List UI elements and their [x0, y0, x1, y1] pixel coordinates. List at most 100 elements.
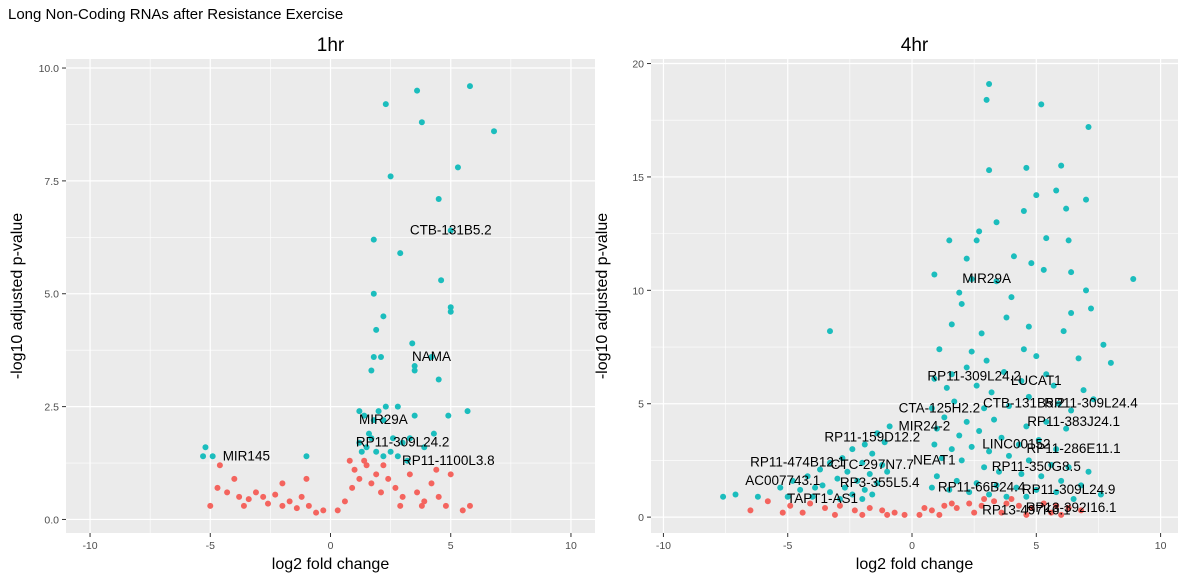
significant-point — [998, 434, 1005, 441]
significant-point — [1005, 402, 1012, 409]
point-label: RP11-66B24.4 — [938, 480, 1026, 495]
significant-point — [812, 484, 819, 491]
significant-point — [1038, 101, 1045, 108]
point-label: CTB-131B5.2 — [983, 396, 1065, 411]
nonsignificant-point — [363, 462, 370, 469]
significant-point — [1003, 314, 1010, 321]
significant-point — [399, 439, 406, 446]
nonsignificant-point — [928, 507, 935, 514]
significant-point — [804, 473, 811, 480]
significant-point — [303, 453, 310, 460]
significant-point — [996, 468, 1003, 475]
significant-point — [1023, 164, 1030, 171]
nonsignificant-point — [377, 489, 384, 496]
significant-point — [1130, 275, 1137, 282]
significant-point — [1070, 495, 1077, 502]
nonsignificant-point — [891, 509, 898, 516]
significant-point — [411, 362, 418, 369]
x-tick-label: 0 — [328, 540, 334, 552]
nonsignificant-point — [433, 466, 440, 473]
nonsignificant-point — [320, 507, 327, 514]
significant-point — [1043, 235, 1050, 242]
nonsignificant-point — [421, 498, 428, 505]
nonsignificant-point — [361, 457, 368, 464]
point-label: NEAT1 — [913, 452, 956, 467]
y-axis-label: -log10 adjusted p-value — [9, 213, 26, 379]
significant-point — [817, 466, 824, 473]
significant-point — [1013, 484, 1020, 491]
significant-point — [464, 408, 471, 415]
significant-point — [382, 403, 389, 410]
significant-point — [1020, 207, 1027, 214]
significant-point — [933, 473, 940, 480]
significant-point — [1100, 341, 1107, 348]
significant-point — [1005, 452, 1012, 459]
significant-point — [931, 375, 938, 382]
significant-point — [1085, 124, 1092, 131]
significant-point — [445, 412, 452, 419]
significant-point — [1003, 493, 1010, 500]
significant-point — [380, 313, 387, 320]
nonsignificant-point — [260, 493, 267, 500]
nonsignificant-point — [418, 502, 425, 509]
nonsignificant-point — [245, 496, 252, 503]
point-label: AC007743.1 — [745, 473, 820, 488]
significant-point — [836, 495, 843, 502]
significant-point — [368, 435, 375, 442]
significant-point — [1085, 468, 1092, 475]
significant-point — [387, 448, 394, 455]
significant-point — [370, 417, 377, 424]
significant-point — [928, 484, 935, 491]
significant-point — [1068, 407, 1075, 414]
significant-point — [397, 250, 404, 257]
significant-point — [1023, 423, 1030, 430]
significant-point — [1060, 328, 1067, 335]
significant-point — [1078, 482, 1085, 489]
significant-point — [373, 448, 380, 455]
significant-point — [394, 453, 401, 460]
significant-point — [356, 408, 363, 415]
figure-title: Long Non-Coding RNAs after Resistance Ex… — [8, 6, 344, 23]
significant-point — [826, 489, 833, 496]
nonsignificant-point — [1015, 502, 1022, 509]
x-axis-label: log2 fold change — [856, 556, 974, 573]
nonsignificant-point — [779, 509, 786, 516]
nonsignificant-point — [286, 498, 293, 505]
point-label: RP11-383J24.1 — [1027, 414, 1120, 429]
nonsignificant-point — [807, 500, 814, 507]
significant-point — [394, 403, 401, 410]
significant-point — [789, 477, 796, 484]
point-label: NAMA — [412, 349, 451, 364]
significant-point — [861, 441, 868, 448]
nonsignificant-point — [414, 489, 421, 496]
nonsignificant-point — [879, 507, 886, 514]
significant-point — [1075, 355, 1082, 362]
y-tick-label: 2.5 — [44, 402, 59, 414]
significant-point — [968, 348, 975, 355]
significant-point — [991, 416, 998, 423]
significant-point — [854, 477, 861, 484]
significant-point — [968, 443, 975, 450]
nonsignificant-point — [356, 475, 363, 482]
nonsignificant-point — [380, 462, 387, 469]
significant-point — [844, 468, 851, 475]
point-label: MIR145 — [223, 448, 270, 463]
significant-point — [879, 461, 886, 468]
significant-point — [202, 444, 209, 451]
significant-point — [777, 484, 784, 491]
point-labels: MIR29ARP11-309L24.2LUCAT1RP11-309L24.4CT… — [745, 271, 1138, 517]
x-tick-label: 0 — [909, 540, 915, 552]
nonsignificant-point — [1078, 507, 1085, 514]
nonsignificant-point — [252, 489, 259, 496]
significant-point — [1010, 253, 1017, 260]
significant-point — [491, 128, 498, 135]
significant-point — [1087, 305, 1094, 312]
y-axis-label: -log10 adjusted p-value — [594, 213, 611, 379]
nonsignificant-point — [428, 480, 435, 487]
nonsignificant-point — [442, 502, 449, 509]
significant-point — [881, 439, 888, 446]
nonsignificant-point — [921, 505, 928, 512]
nonsignificant-point — [272, 491, 279, 498]
significant-point — [819, 482, 826, 489]
significant-point — [986, 448, 993, 455]
